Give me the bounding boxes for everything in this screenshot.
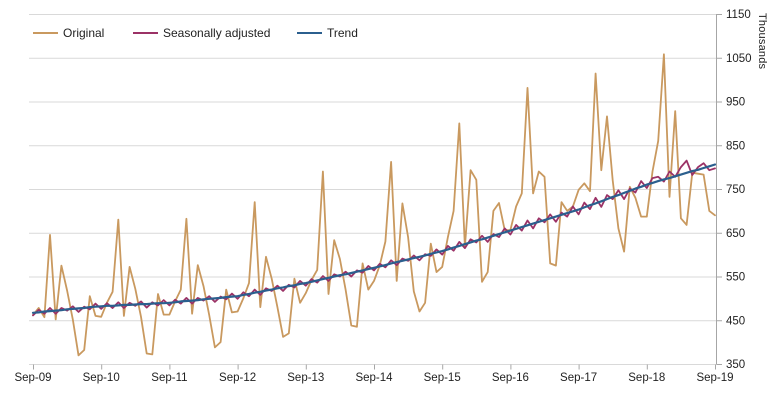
y-tick-label-650: 650 — [726, 228, 745, 240]
x-tick-label-Sep-12: Sep-12 — [219, 372, 256, 384]
y-tick-label-850: 850 — [726, 140, 745, 152]
legend-item-trend: Trend — [297, 26, 358, 40]
y-tick-label-550: 550 — [726, 272, 745, 284]
seasonally-adjusted-line-swatch — [133, 32, 158, 34]
trend-line — [31, 163, 717, 314]
original-line-swatch — [33, 32, 58, 34]
x-tick-label-Sep-18: Sep-18 — [628, 372, 665, 384]
x-tick-label-Sep-14: Sep-14 — [355, 372, 393, 384]
y-tick-label-1150: 1150 — [726, 9, 751, 21]
x-tick-label-Sep-10: Sep-10 — [83, 372, 120, 384]
y-tick-label-750: 750 — [726, 184, 745, 196]
legend-label-trend: Trend — [327, 26, 358, 40]
x-tick-label-Sep-09: Sep-09 — [14, 372, 51, 384]
legend-label-original: Original — [63, 26, 105, 40]
legend: Original Seasonally adjusted Trend — [0, 26, 777, 40]
x-tick-label-Sep-19: Sep-19 — [696, 372, 733, 384]
legend-label-seasonally-adjusted: Seasonally adjusted — [163, 26, 271, 40]
y-tick-label-950: 950 — [726, 97, 745, 109]
seasonally-adjusted-line — [32, 159, 716, 317]
trend-line-swatch — [297, 32, 322, 34]
y-tick-label-1050: 1050 — [726, 53, 752, 65]
original-line — [32, 53, 716, 357]
x-tick-label-Sep-15: Sep-15 — [424, 372, 461, 384]
x-tick-label-Sep-16: Sep-16 — [492, 372, 529, 384]
y-tick-label-350: 350 — [726, 359, 745, 371]
y-tick-label-450: 450 — [726, 315, 745, 327]
x-tick-label-Sep-11: Sep-11 — [151, 372, 187, 384]
legend-item-seasonally-adjusted: Seasonally adjusted — [133, 26, 270, 40]
x-tick-label-Sep-17: Sep-17 — [560, 372, 597, 384]
legend-item-original: Original — [33, 26, 104, 40]
y-axis-title: Thousands — [756, 13, 768, 70]
x-tick-label-Sep-13: Sep-13 — [287, 372, 324, 384]
